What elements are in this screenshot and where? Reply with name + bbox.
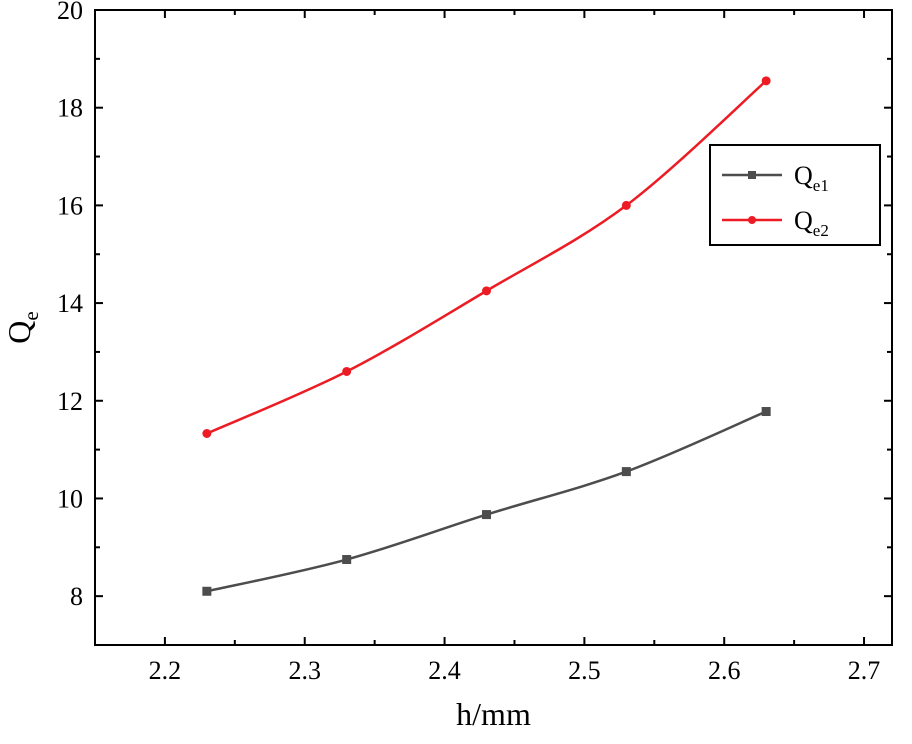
- y-axis-label-group: Qe: [1, 311, 43, 343]
- plot-frame: [95, 10, 892, 645]
- y-tick-label: 10: [57, 484, 83, 513]
- y-tick-label: 12: [57, 387, 83, 416]
- marker-square: [762, 408, 770, 416]
- x-tick-label: 2.3: [288, 656, 321, 685]
- marker-circle: [622, 201, 630, 209]
- marker-square: [343, 556, 351, 564]
- y-tick-label: 16: [57, 191, 83, 220]
- x-tick-label: 2.4: [428, 656, 461, 685]
- y-tick-label: 8: [70, 582, 83, 611]
- legend-marker-Qe1: [748, 171, 756, 179]
- x-tick-label: 2.6: [708, 656, 741, 685]
- x-tick-label: 2.5: [568, 656, 601, 685]
- marker-circle: [483, 287, 491, 295]
- series-line-Qe2: [207, 81, 766, 434]
- x-tick-label: 2.2: [149, 656, 182, 685]
- x-axis-label: h/mm: [456, 696, 531, 732]
- x-tick-label: 2.7: [848, 656, 881, 685]
- marker-circle: [343, 367, 351, 375]
- legend-label-Qe1: Qe1: [794, 161, 829, 195]
- y-tick-label: 14: [57, 289, 83, 318]
- series-line-Qe1: [207, 412, 766, 592]
- marker-square: [203, 587, 211, 595]
- marker-square: [622, 468, 630, 476]
- marker-square: [483, 511, 491, 519]
- line-chart: 2.2 2.3 2.4 2.5 2.6 2.7 8 10 12 14 16 18 20 h/mm Qe Qe1…: [0, 0, 912, 744]
- marker-circle: [762, 77, 770, 85]
- y-axis-label: Qe: [1, 311, 43, 343]
- y-tick-label: 18: [57, 94, 83, 123]
- legend-marker-Qe2: [748, 216, 756, 224]
- marker-circle: [203, 429, 211, 437]
- legend-label-Qe2: Qe2: [794, 206, 829, 240]
- chart-container: 2.2 2.3 2.4 2.5 2.6 2.7 8 10 12 14 16 18 20 h/mm Qe Qe1…: [0, 0, 912, 744]
- y-tick-label: 20: [57, 0, 83, 25]
